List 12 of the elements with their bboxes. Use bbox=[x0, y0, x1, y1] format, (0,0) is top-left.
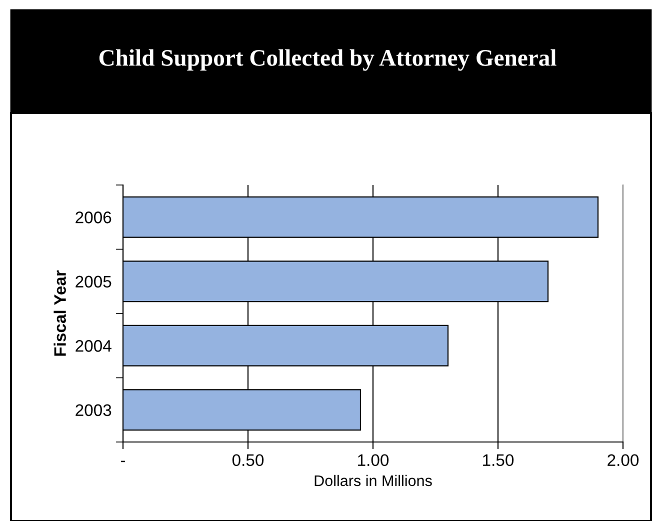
x-tick-label: - bbox=[120, 460, 126, 462]
y-tick-label: 2005 bbox=[76, 276, 112, 288]
y-axis-title: Fiscal Year bbox=[54, 270, 66, 356]
x-tick-label: 1.50 bbox=[483, 454, 514, 466]
x-tick-label: 2.00 bbox=[608, 454, 639, 466]
x-tick-label: 0.50 bbox=[232, 454, 264, 466]
x-tick-label: 1.00 bbox=[358, 454, 389, 466]
x-axis-title: Dollars in Millions bbox=[314, 474, 432, 486]
chart-title: Child Support Collected by Attorney General bbox=[99, 49, 556, 71]
y-tick-label: 2003 bbox=[76, 404, 112, 416]
y-tick-label: 2004 bbox=[76, 340, 112, 352]
y-tick-label: 2006 bbox=[76, 212, 112, 224]
